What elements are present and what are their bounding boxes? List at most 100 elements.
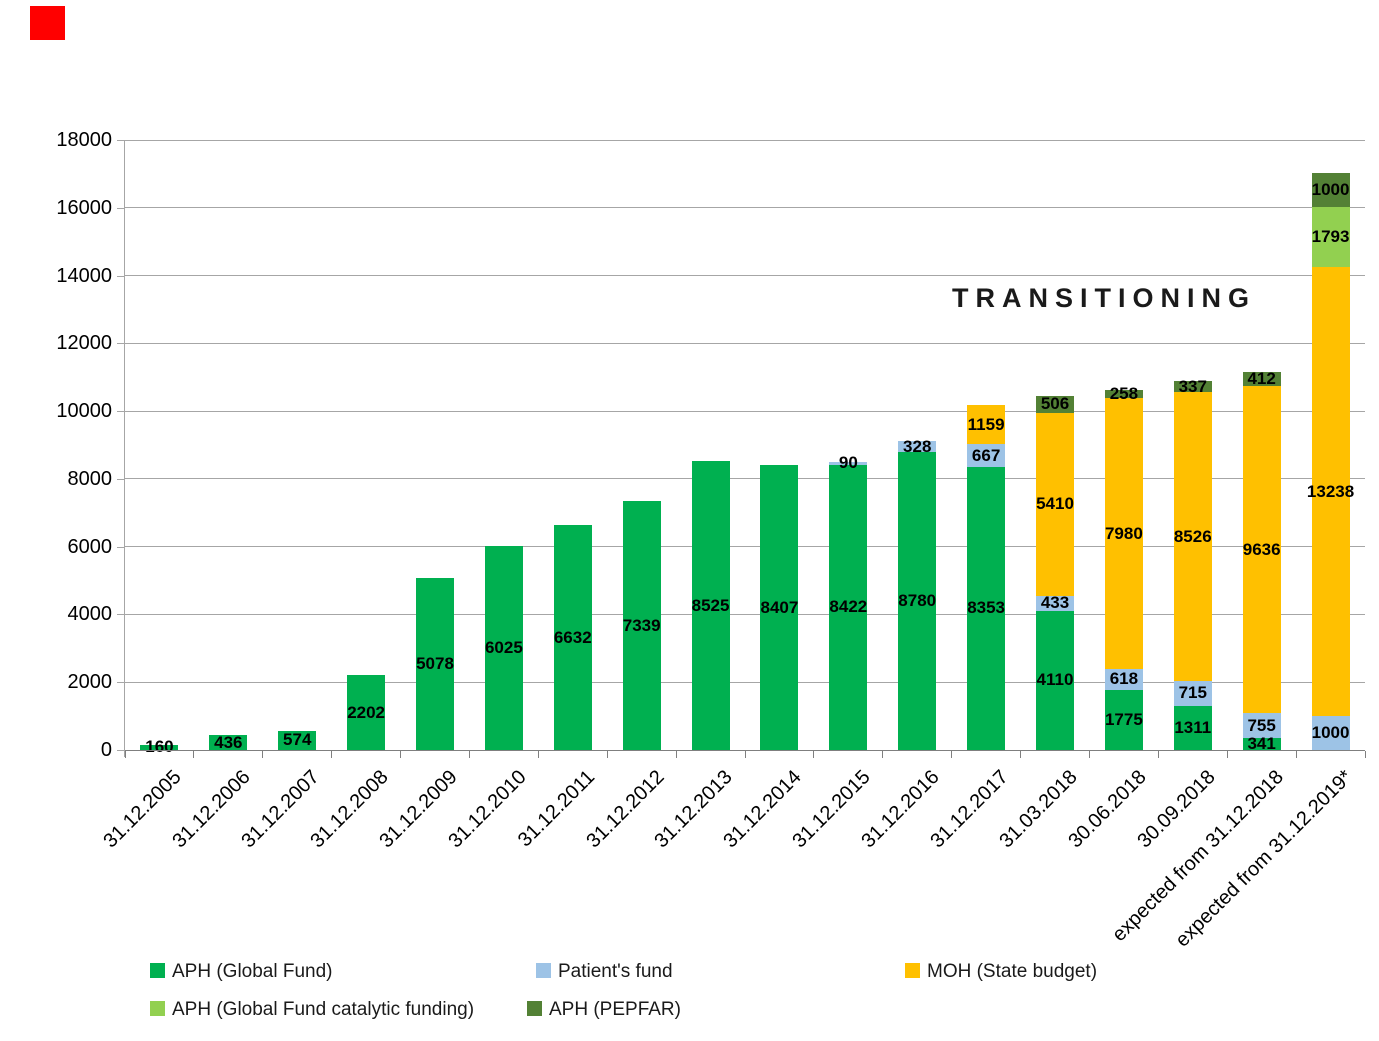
x-axis-tick [1226,751,1228,758]
x-axis-tick [813,751,815,758]
bar-segment [553,525,592,750]
bar-segment [278,730,317,750]
x-axis-line [125,750,1365,751]
y-axis-tick-label: 4000 [67,603,113,626]
bar-segment [967,444,1006,467]
red-marker [30,6,65,40]
y-axis-tick-label: 8000 [67,467,113,490]
legend-label: APH (PEPFAR) [549,999,681,1020]
bar-segment [1242,372,1281,387]
legend-swatch [527,1001,542,1016]
bar-segment [1104,668,1143,690]
y-axis-tick-label: 12000 [56,332,112,355]
gridline [125,546,1365,548]
y-axis-tick [117,682,125,684]
x-axis-tick [124,751,126,758]
bar-segment-value: 5078 [416,653,454,673]
bar-segment [1311,267,1350,717]
bar-segment-value: 341 [1247,734,1276,754]
bar-segment-value: 160 [145,737,174,757]
y-axis-tick [117,343,125,345]
y-axis-tick [117,207,125,209]
bar-segment [1173,681,1212,706]
gridline [125,478,1365,480]
gridline [125,342,1365,344]
bar-segment-value: 328 [903,436,932,456]
gridline [125,410,1365,412]
bar-segment [760,465,799,750]
gridline [125,207,1365,209]
legend-label: APH (Global Fund) [172,961,333,982]
x-axis-tick [193,751,195,758]
legend-label: APH (Global Fund catalytic funding) [172,999,475,1020]
bar-segment-value: 574 [283,730,312,750]
bar-segment [967,466,1006,750]
bar-segment [1104,689,1143,750]
x-axis-tick [882,751,884,758]
plot-area [125,139,1365,750]
legend-swatch [536,963,551,978]
bar-segment [1104,389,1143,399]
x-axis-tick [262,751,264,758]
y-axis-tick [117,411,125,413]
bar-segment-value: 433 [1040,593,1070,613]
x-axis-tick [468,751,470,758]
bar-segment-value: 1000 [1311,179,1350,199]
y-axis-tick-label: 18000 [56,129,112,151]
bar-segment [1173,380,1212,393]
bar-segment [1311,206,1350,268]
y-axis-tick [117,614,125,616]
bar-segment [1311,172,1350,207]
legend-swatch [150,1001,165,1016]
gridline [125,681,1365,683]
y-axis-line [124,140,125,757]
bar-segment [1311,716,1350,750]
bar-segment-value: 90 [838,453,858,473]
bar-segment-value: 6632 [553,627,592,647]
bar-segment-value: 755 [1247,715,1276,735]
x-axis-tick [744,751,746,758]
bar-segment-value: 8780 [898,591,937,611]
bar-segment [829,464,868,750]
bar-segment-value: 1159 [967,414,1005,434]
bar-segment-value: 715 [1178,683,1207,703]
bar-segment [898,441,937,453]
bar-segment [1242,386,1281,713]
x-axis-tick [1088,751,1090,758]
x-axis-tick [606,751,608,758]
bar-segment-value: 667 [971,445,1001,465]
gridline [125,275,1365,277]
legend-swatch [905,963,920,978]
x-axis-tick [675,751,677,758]
gridline [125,613,1365,615]
x-axis-tick [400,751,402,758]
x-axis-tick [951,751,953,758]
bar-segment [622,501,661,750]
bar-segment [829,461,868,465]
bar-segment [1173,705,1212,750]
bar-segment [1104,398,1143,669]
bar-segment [1242,712,1281,739]
bar-segment [1036,412,1074,597]
bar-segment-value: 1775 [1104,709,1143,729]
bar-segment-value: 7339 [622,615,661,635]
y-axis-tick-label: 10000 [56,400,112,423]
legend-swatch [150,963,165,978]
bar-segment [140,744,179,750]
x-axis-tick [1364,751,1366,758]
y-axis-tick [117,478,125,480]
x-axis-tick [331,751,333,758]
bar-segment-value: 8422 [829,597,868,617]
bar-segment-value: 7980 [1104,523,1143,543]
y-axis-tick [117,546,125,548]
bar-segment-value: 4110 [1036,670,1074,690]
bar-segment [1036,610,1074,750]
bar-segment-value: 8525 [691,595,730,615]
bar-segment [1242,738,1281,750]
bar-segment-value: 8353 [967,598,1006,618]
bar-segment [1036,395,1074,413]
bar-segment-value: 337 [1178,376,1207,396]
bar-segment [484,545,523,750]
legend-item: APH (Global Fund) [150,961,333,983]
bar-segment-value: 1793 [1311,227,1350,247]
